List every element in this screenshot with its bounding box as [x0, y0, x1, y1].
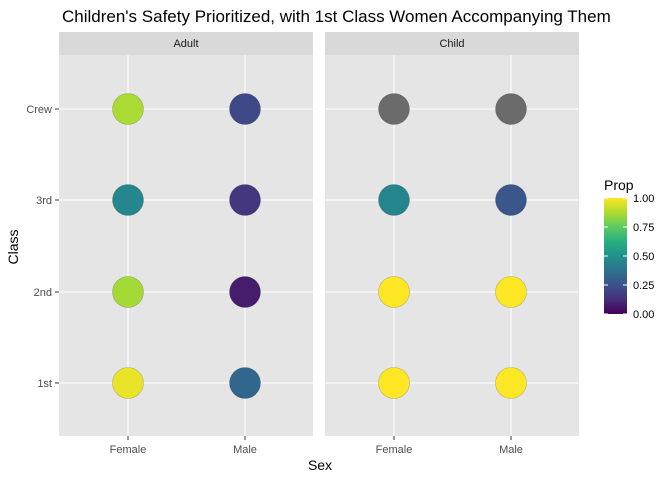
legend-label: 0.75: [633, 222, 654, 234]
x-tick-label: Male: [233, 444, 257, 456]
legend-label: 1.00: [633, 193, 654, 205]
legend: Prop 0.00 0.25 0.50 0.75 1.00: [604, 177, 654, 321]
legend-label: 0.50: [633, 251, 654, 263]
data-point: [112, 367, 144, 399]
facet-panel-child: Child Female Male: [325, 32, 579, 456]
facet-strip-label: Child: [439, 38, 464, 50]
data-point: [112, 184, 144, 216]
facet-strip-label: Adult: [173, 38, 198, 50]
x-tick-label: Female: [110, 444, 147, 456]
panel-background: [325, 55, 579, 436]
legend-label: 0.00: [633, 309, 654, 321]
panel-background: [59, 55, 313, 436]
x-axis-title: Sex: [308, 457, 332, 473]
data-point: [112, 93, 144, 125]
legend-label: 0.25: [633, 280, 654, 292]
facet-strip: [325, 32, 579, 55]
data-point: [378, 276, 410, 308]
data-point: [378, 93, 410, 125]
facet-panels: Adult Female Male Child Female Male 1st 2nd 3rd C…: [26, 32, 579, 456]
data-point: [495, 184, 527, 216]
legend-title: Prop: [604, 177, 634, 193]
data-point: [112, 276, 144, 308]
data-point: [229, 276, 261, 308]
y-axis-title: Class: [5, 229, 21, 264]
facet-panel-adult: Adult Female Male: [59, 32, 313, 456]
x-tick-label: Female: [376, 444, 413, 456]
y-tick-label: 3rd: [36, 195, 52, 207]
data-point: [495, 276, 527, 308]
y-tick-label: 2nd: [34, 287, 52, 299]
data-point: [229, 93, 261, 125]
data-point: [229, 184, 261, 216]
facet-strip: [59, 32, 313, 55]
data-point: [378, 184, 410, 216]
chart-title: Children's Safety Prioritized, with 1st …: [62, 7, 611, 26]
data-point: [495, 367, 527, 399]
legend-colorbar: [604, 198, 627, 314]
data-point: [495, 93, 527, 125]
x-tick-label: Male: [499, 444, 523, 456]
data-point: [378, 367, 410, 399]
y-tick-label: 1st: [37, 378, 52, 390]
data-point: [229, 367, 261, 399]
y-tick-label: Crew: [26, 104, 52, 116]
